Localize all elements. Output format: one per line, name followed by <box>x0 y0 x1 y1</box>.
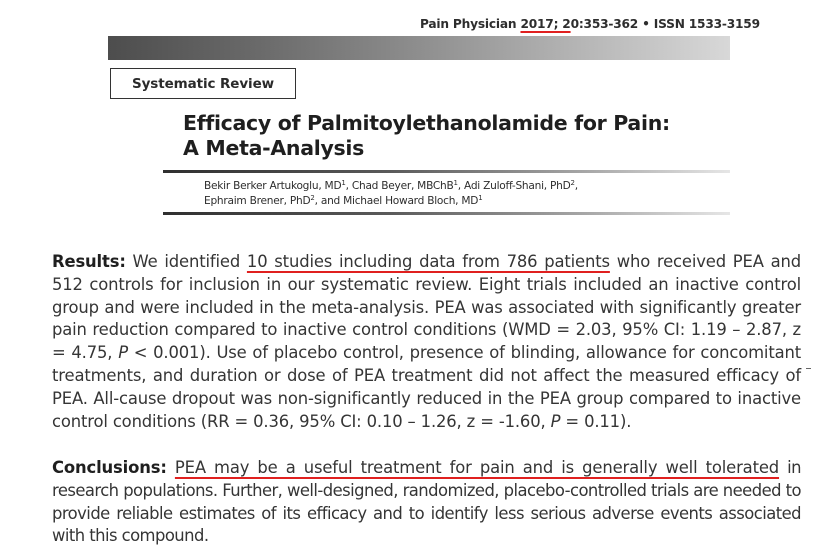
authors-conjunction: and <box>320 194 341 207</box>
author: Michael Howard Bloch, MD <box>343 194 479 207</box>
author-list: Bekir Berker Artukoglu, MD1, Chad Beyer,… <box>204 179 578 208</box>
results-text-part2: < 0.001). Use of placebo control, presen… <box>52 343 802 431</box>
journal-name: Pain Physician <box>420 17 517 31</box>
results-highlight: 10 studies including data from 786 patie… <box>246 252 610 271</box>
affiliation-mark: 2 <box>310 193 315 202</box>
conclusions-label: Conclusions: <box>52 458 167 477</box>
authors-bottom-rule <box>163 212 730 215</box>
author: Ephraim Brener, PhD <box>204 194 311 207</box>
margin-mark <box>806 368 811 369</box>
affiliation-mark: 1 <box>453 179 458 187</box>
article-category-badge: Systematic Review <box>110 68 296 99</box>
conclusions-highlight: PEA may be a useful treatment for pain a… <box>174 458 780 477</box>
abstract-conclusions: Conclusions: PEA may be a useful treatme… <box>52 457 802 548</box>
results-text-part3: = 0.11). <box>565 411 632 431</box>
bullet-separator: • <box>642 17 650 31</box>
article-title: Efficacy of Palmitoylethanolamide for Pa… <box>183 111 670 161</box>
header-gradient-bar <box>108 36 730 60</box>
article-title-line2: A Meta-Analysis <box>183 136 365 160</box>
citation-pages: 0:353-362 <box>570 17 639 31</box>
p-value-symbol: P <box>550 411 561 431</box>
affiliation-mark: 2 <box>570 179 575 187</box>
conclusions-text: in research populations. Further, well-d… <box>52 458 802 546</box>
author: Adi Zuloff-Shani, PhD <box>464 180 571 192</box>
results-text-part1: who received PEA and 512 controls for in… <box>52 252 801 363</box>
abstract-results: Results: We identified 10 studies includ… <box>52 251 801 433</box>
results-text-intro: We identified <box>132 252 241 271</box>
citation-year-highlight: 2017; 2 <box>520 17 571 31</box>
p-value-symbol: P <box>118 343 128 363</box>
author: Chad Beyer, MBChB <box>351 180 454 192</box>
article-title-line1: Efficacy of Palmitoylethanolamide for Pa… <box>183 111 670 135</box>
article-category-label: Systematic Review <box>131 75 275 92</box>
journal-citation: Pain Physician 2017; 20:353-362 • ISSN 1… <box>420 17 760 31</box>
results-label: Results: <box>52 252 126 271</box>
affiliation-mark: 1 <box>341 179 346 187</box>
author: Bekir Berker Artukoglu, MD <box>204 180 342 192</box>
author-line1: Bekir Berker Artukoglu, MD1, Chad Beyer,… <box>204 179 578 193</box>
affiliation-mark: 1 <box>478 193 483 202</box>
author-line2: Ephraim Brener, PhD2, and Michael Howard… <box>204 193 483 207</box>
authors-top-rule <box>163 170 730 173</box>
issn: ISSN 1533-3159 <box>653 17 760 31</box>
